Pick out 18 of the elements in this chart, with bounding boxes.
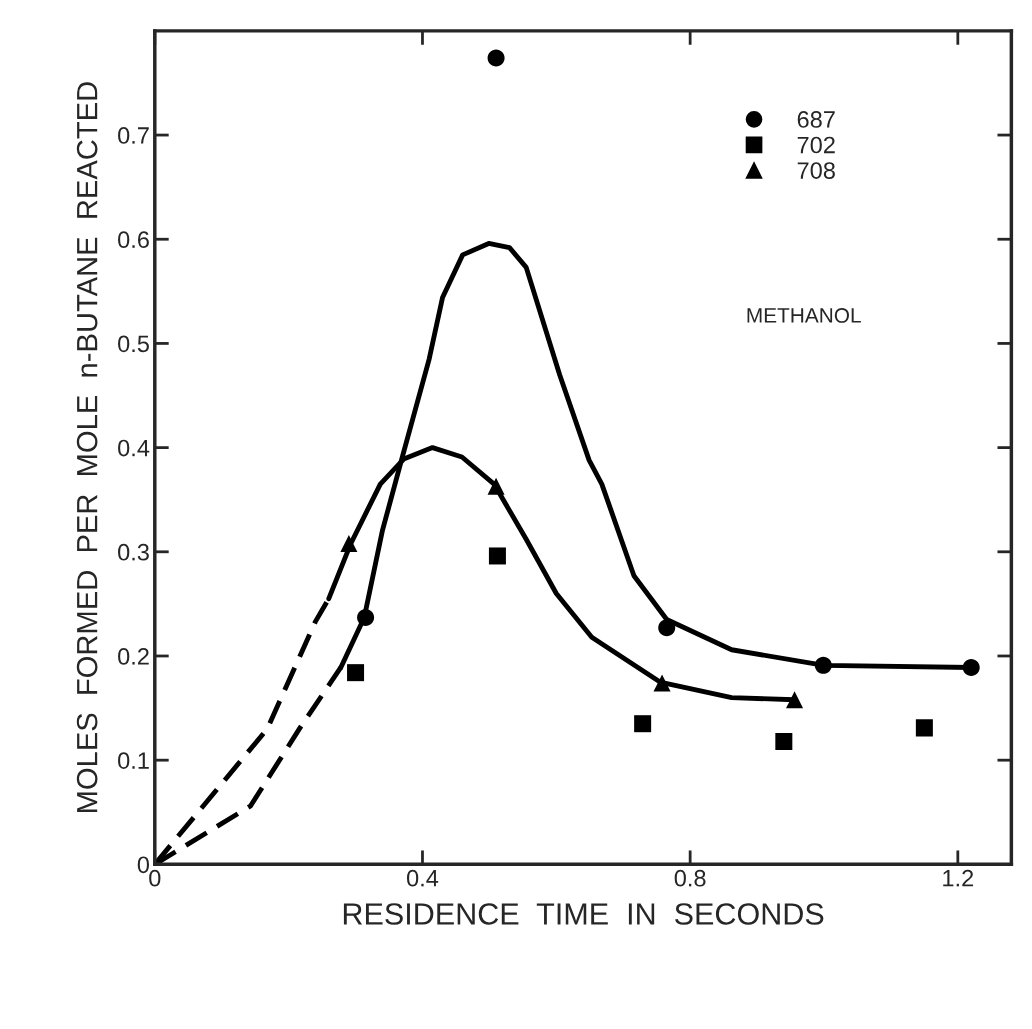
annotation: METHANOL (747, 308, 861, 323)
y-tick-label: 0.3 (118, 543, 149, 561)
legend-label: 702 (797, 136, 835, 154)
y-tick-label: 0.7 (118, 127, 149, 144)
y-tick-label: 0 (137, 856, 150, 874)
y-tick-label: 0.5 (118, 335, 149, 353)
x-tick-label: 1.2 (943, 869, 974, 887)
y-tick-label: 0.1 (118, 752, 149, 769)
y-axis-title: MOLES FORMED PER MOLE n-BUTANE REACTED (76, 82, 98, 813)
legend-label: 687 (797, 111, 835, 128)
y-tick-label: 0.2 (118, 648, 149, 665)
x-tick-label: 0 (149, 869, 161, 887)
legend-label: 708 (797, 162, 835, 179)
x-tick-label: 0.4 (406, 869, 439, 887)
y-tick-label: 0.4 (118, 439, 150, 457)
x-tick-label: 0.8 (674, 869, 706, 887)
x-axis-title: RESIDENCE TIME IN SECONDS (343, 903, 824, 925)
y-tick-label: 0.6 (118, 231, 149, 249)
